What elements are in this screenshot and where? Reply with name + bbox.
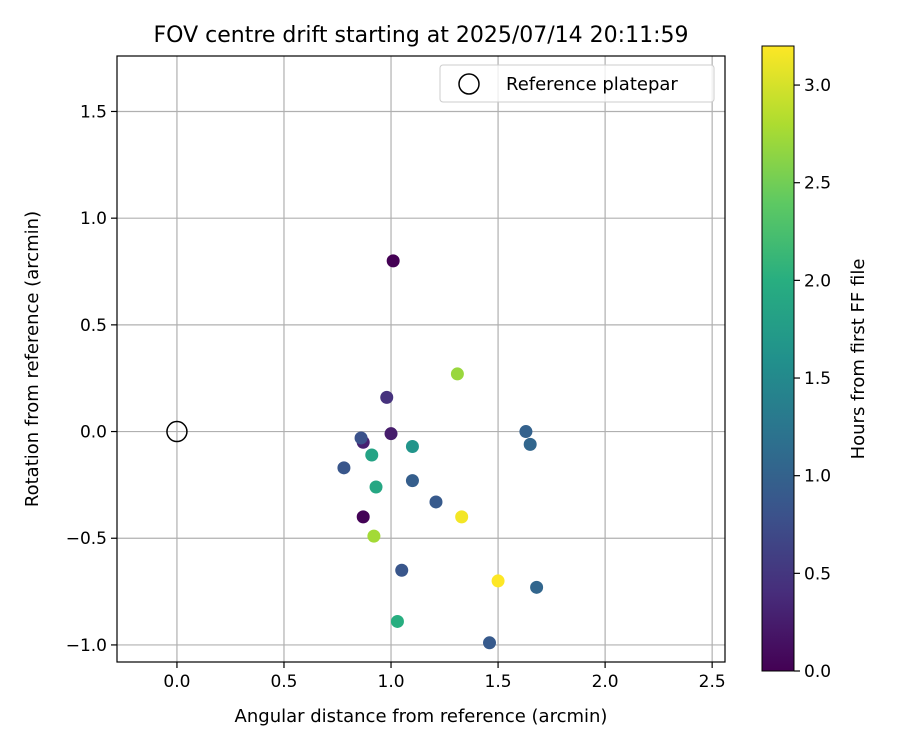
x-axis-label: Angular distance from reference (arcmin): [235, 706, 608, 727]
colorbar-gradient: [761, 45, 795, 672]
colorbar-tick-label: 1.0: [804, 467, 831, 487]
colorbar-tick-label: 3.0: [804, 76, 831, 96]
y-tick-label: −0.5: [66, 529, 107, 549]
scatter-point: [356, 510, 370, 524]
scatter-point: [483, 636, 497, 650]
x-tick-label: 0.0: [163, 672, 190, 692]
x-tick-label: 2.0: [592, 672, 619, 692]
scatter-point: [455, 510, 469, 524]
scatter-point: [395, 563, 409, 577]
y-tick-label: 0.0: [80, 423, 107, 443]
plot-area-frame: [116, 55, 726, 663]
y-tick-label: 0.5: [80, 316, 107, 336]
scatter-point: [405, 474, 419, 488]
colorbar-tick-label: 2.5: [804, 174, 831, 194]
chart-title: FOV centre drift starting at 2025/07/14 …: [154, 23, 689, 48]
scatter-point: [491, 574, 505, 588]
scatter-point: [369, 480, 383, 494]
scatter-point: [337, 461, 351, 475]
grid-lines: [117, 56, 725, 662]
scatter-point: [523, 437, 537, 451]
x-axis-ticks: 0.0 0.5 1.0 1.5 2.0 2.5: [163, 662, 726, 692]
x-tick-label: 2.5: [699, 672, 726, 692]
scatter-point: [519, 425, 533, 439]
scatter-point: [380, 390, 394, 404]
legend: Reference platepar: [439, 64, 715, 103]
y-axis-label: Rotation from reference (arcmin): [22, 211, 43, 507]
x-tick-label: 1.0: [378, 672, 405, 692]
colorbar-label: Hours from first FF file: [848, 259, 869, 460]
colorbar-tick-label: 0.5: [804, 564, 831, 584]
scatter-point: [390, 614, 404, 628]
scatter-point: [450, 367, 464, 381]
legend-marker-reference: [458, 73, 480, 95]
scatter-point: [405, 439, 419, 453]
legend-label-reference: Reference platepar: [506, 74, 678, 95]
x-tick-label: 1.5: [485, 672, 512, 692]
colorbar-tick-label: 0.0: [804, 662, 831, 682]
scatter-point: [386, 254, 400, 268]
scatter-point: [365, 448, 379, 462]
colorbar-ticks: 0.0 0.5 1.0 1.5 2.0 2.5 3.0: [794, 76, 831, 682]
y-axis-ticks: −1.0 −0.5 0.0 0.5 1.0 1.5: [66, 102, 117, 656]
x-tick-label: 0.5: [270, 672, 297, 692]
y-tick-label: −1.0: [66, 636, 107, 656]
y-tick-label: 1.5: [80, 102, 107, 122]
scatter-point: [367, 529, 381, 543]
scatter-point: [384, 427, 398, 441]
reference-platepar-marker: [166, 420, 188, 443]
colorbar-tick-label: 1.5: [804, 369, 831, 389]
scatter-point: [429, 495, 443, 509]
legend-box: [439, 64, 715, 103]
data-points: [166, 254, 544, 650]
colorbar: 0.0 0.5 1.0 1.5 2.0 2.5 3.0 Hours from first F…: [761, 45, 869, 682]
scatter-point: [354, 431, 368, 445]
colorbar-tick-label: 2.0: [804, 271, 831, 291]
scatter-point: [530, 580, 544, 594]
y-tick-label: 1.0: [80, 209, 107, 229]
